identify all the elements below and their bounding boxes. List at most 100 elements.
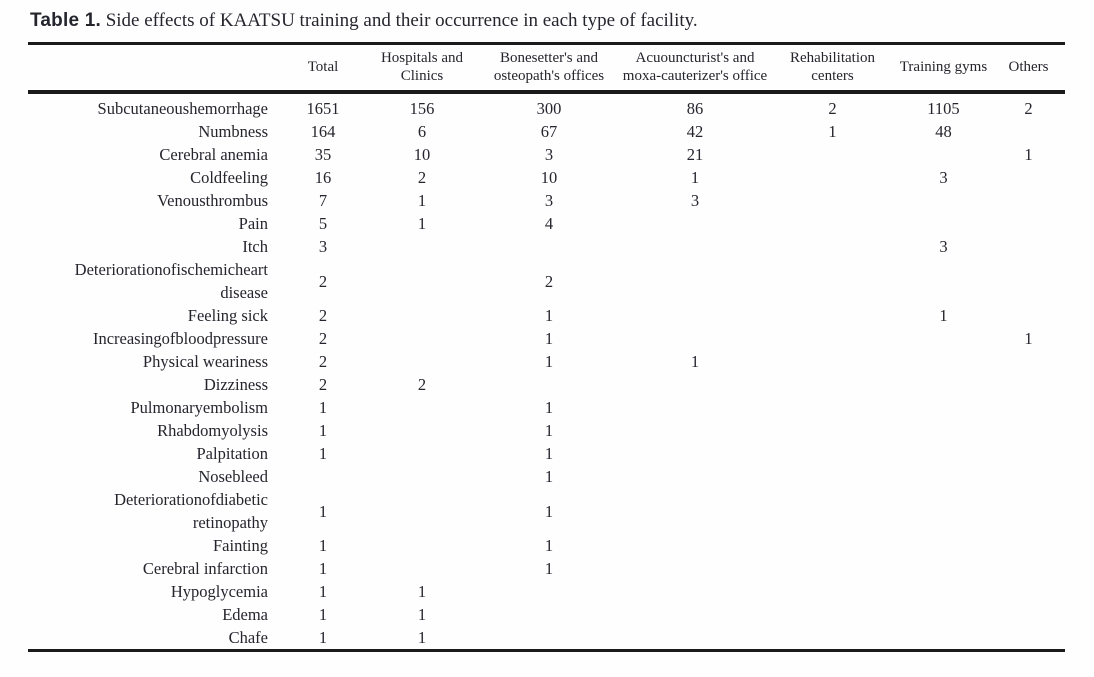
count-cell	[478, 626, 620, 651]
count-cell	[770, 189, 895, 212]
count-cell	[620, 442, 770, 465]
count-cell	[478, 580, 620, 603]
count-cell	[895, 189, 992, 212]
table-caption-text: Side effects of KAATSU training and thei…	[100, 10, 698, 31]
count-cell: 1	[318, 559, 328, 578]
count-cell: 2	[318, 271, 328, 291]
count-cell: 1	[417, 191, 427, 210]
table-row: Fainting 1 1	[28, 534, 1065, 557]
side-effect-label: Deteriorationofdiabetic retinopathy	[114, 490, 268, 532]
side-effect-label: Cerebral anemia	[159, 145, 268, 164]
count-cell	[770, 626, 895, 651]
count-cell: 1	[417, 628, 427, 647]
count-cell	[478, 603, 620, 626]
count-cell	[992, 166, 1065, 189]
header-corner	[28, 44, 280, 93]
count-cell: 1	[544, 536, 554, 555]
count-cell: 4	[544, 214, 554, 233]
count-cell	[992, 258, 1065, 304]
count-cell	[895, 212, 992, 235]
table-row: Numbness 164 6 67 42 1 48	[28, 120, 1065, 143]
table-row: Venousthrombus 7 1 3 3	[28, 189, 1065, 212]
side-effect-label: Dizziness	[203, 375, 268, 394]
count-cell	[770, 465, 895, 488]
count-cell: 2	[417, 375, 427, 394]
count-cell: 2	[544, 271, 554, 291]
count-cell: 1	[417, 214, 427, 233]
count-cell	[620, 557, 770, 580]
table-row: Subcutaneoushemorrhage 1651 156 300 86 2 1105 2	[28, 92, 1065, 120]
count-cell	[895, 143, 992, 166]
count-cell	[366, 235, 478, 258]
count-cell	[895, 626, 992, 651]
count-cell: 3	[318, 237, 328, 256]
count-cell	[770, 442, 895, 465]
count-cell: 1	[1024, 145, 1033, 164]
count-cell: 1	[417, 605, 427, 624]
count-cell	[620, 488, 770, 534]
count-cell	[770, 396, 895, 419]
count-cell	[992, 304, 1065, 327]
count-cell: 6	[417, 122, 427, 141]
count-cell: 1	[318, 398, 328, 417]
count-cell: 21	[686, 145, 704, 164]
side-effect-label: Feeling sick	[187, 306, 268, 325]
count-cell: 1	[318, 444, 328, 463]
count-cell	[280, 465, 366, 488]
count-cell	[895, 419, 992, 442]
count-cell	[992, 488, 1065, 534]
count-cell: 1	[544, 444, 554, 463]
count-cell: 1	[544, 501, 554, 521]
table-row: Edema 1 1	[28, 603, 1065, 626]
side-effect-label: Fainting	[212, 536, 268, 555]
side-effect-label: Edema	[222, 605, 268, 624]
count-cell	[620, 603, 770, 626]
count-cell: 1	[318, 605, 328, 624]
count-cell	[992, 373, 1065, 396]
count-cell: 1	[544, 306, 554, 325]
header-row: Total Hospitals and Clinics Bonesetter's…	[28, 44, 1065, 93]
count-cell: 86	[686, 99, 704, 118]
count-cell: 3	[544, 145, 554, 164]
table-row: Cerebral infarction 1 1	[28, 557, 1065, 580]
count-cell	[620, 258, 770, 304]
count-cell	[895, 534, 992, 557]
side-effect-label: Pulmonaryembolism	[130, 398, 269, 417]
table-row: Pulmonaryembolism 1 1	[28, 396, 1065, 419]
count-cell	[770, 580, 895, 603]
count-cell	[770, 603, 895, 626]
side-effect-label: Pain	[238, 214, 268, 233]
table-row: Nosebleed 1	[28, 465, 1065, 488]
table-row: Chafe 1 1	[28, 626, 1065, 651]
table-row: Cerebral anemia 35 10 3 21 1	[28, 143, 1065, 166]
count-cell	[620, 396, 770, 419]
table-row: Coldfeeling 16 2 10 1 3	[28, 166, 1065, 189]
count-cell: 3	[939, 168, 948, 187]
table-row: Dizziness 2 2	[28, 373, 1065, 396]
header-acupuncturists-moxa: Acuouncturist's and moxa-cauterizer's of…	[622, 50, 768, 84]
table-row: Palpitation 1 1	[28, 442, 1065, 465]
count-cell	[770, 235, 895, 258]
count-cell: 35	[314, 145, 332, 164]
count-cell	[366, 304, 478, 327]
count-cell	[992, 235, 1065, 258]
count-cell	[770, 327, 895, 350]
count-cell: 1	[690, 352, 700, 371]
count-cell	[770, 419, 895, 442]
count-cell: 10	[540, 168, 558, 187]
count-cell	[992, 396, 1065, 419]
count-cell	[620, 304, 770, 327]
table-row: Hypoglycemia 1 1	[28, 580, 1065, 603]
count-cell: 1	[690, 168, 700, 187]
side-effect-label: Coldfeeling	[190, 168, 268, 187]
count-cell	[478, 235, 620, 258]
count-cell	[770, 557, 895, 580]
count-cell: 1	[544, 398, 554, 417]
count-cell: 2	[318, 375, 328, 394]
table-header: Total Hospitals and Clinics Bonesetter's…	[28, 44, 1065, 93]
count-cell	[366, 258, 478, 304]
side-effects-table: Total Hospitals and Clinics Bonesetter's…	[28, 42, 1065, 652]
count-cell: 48	[935, 122, 952, 141]
count-cell	[620, 212, 770, 235]
